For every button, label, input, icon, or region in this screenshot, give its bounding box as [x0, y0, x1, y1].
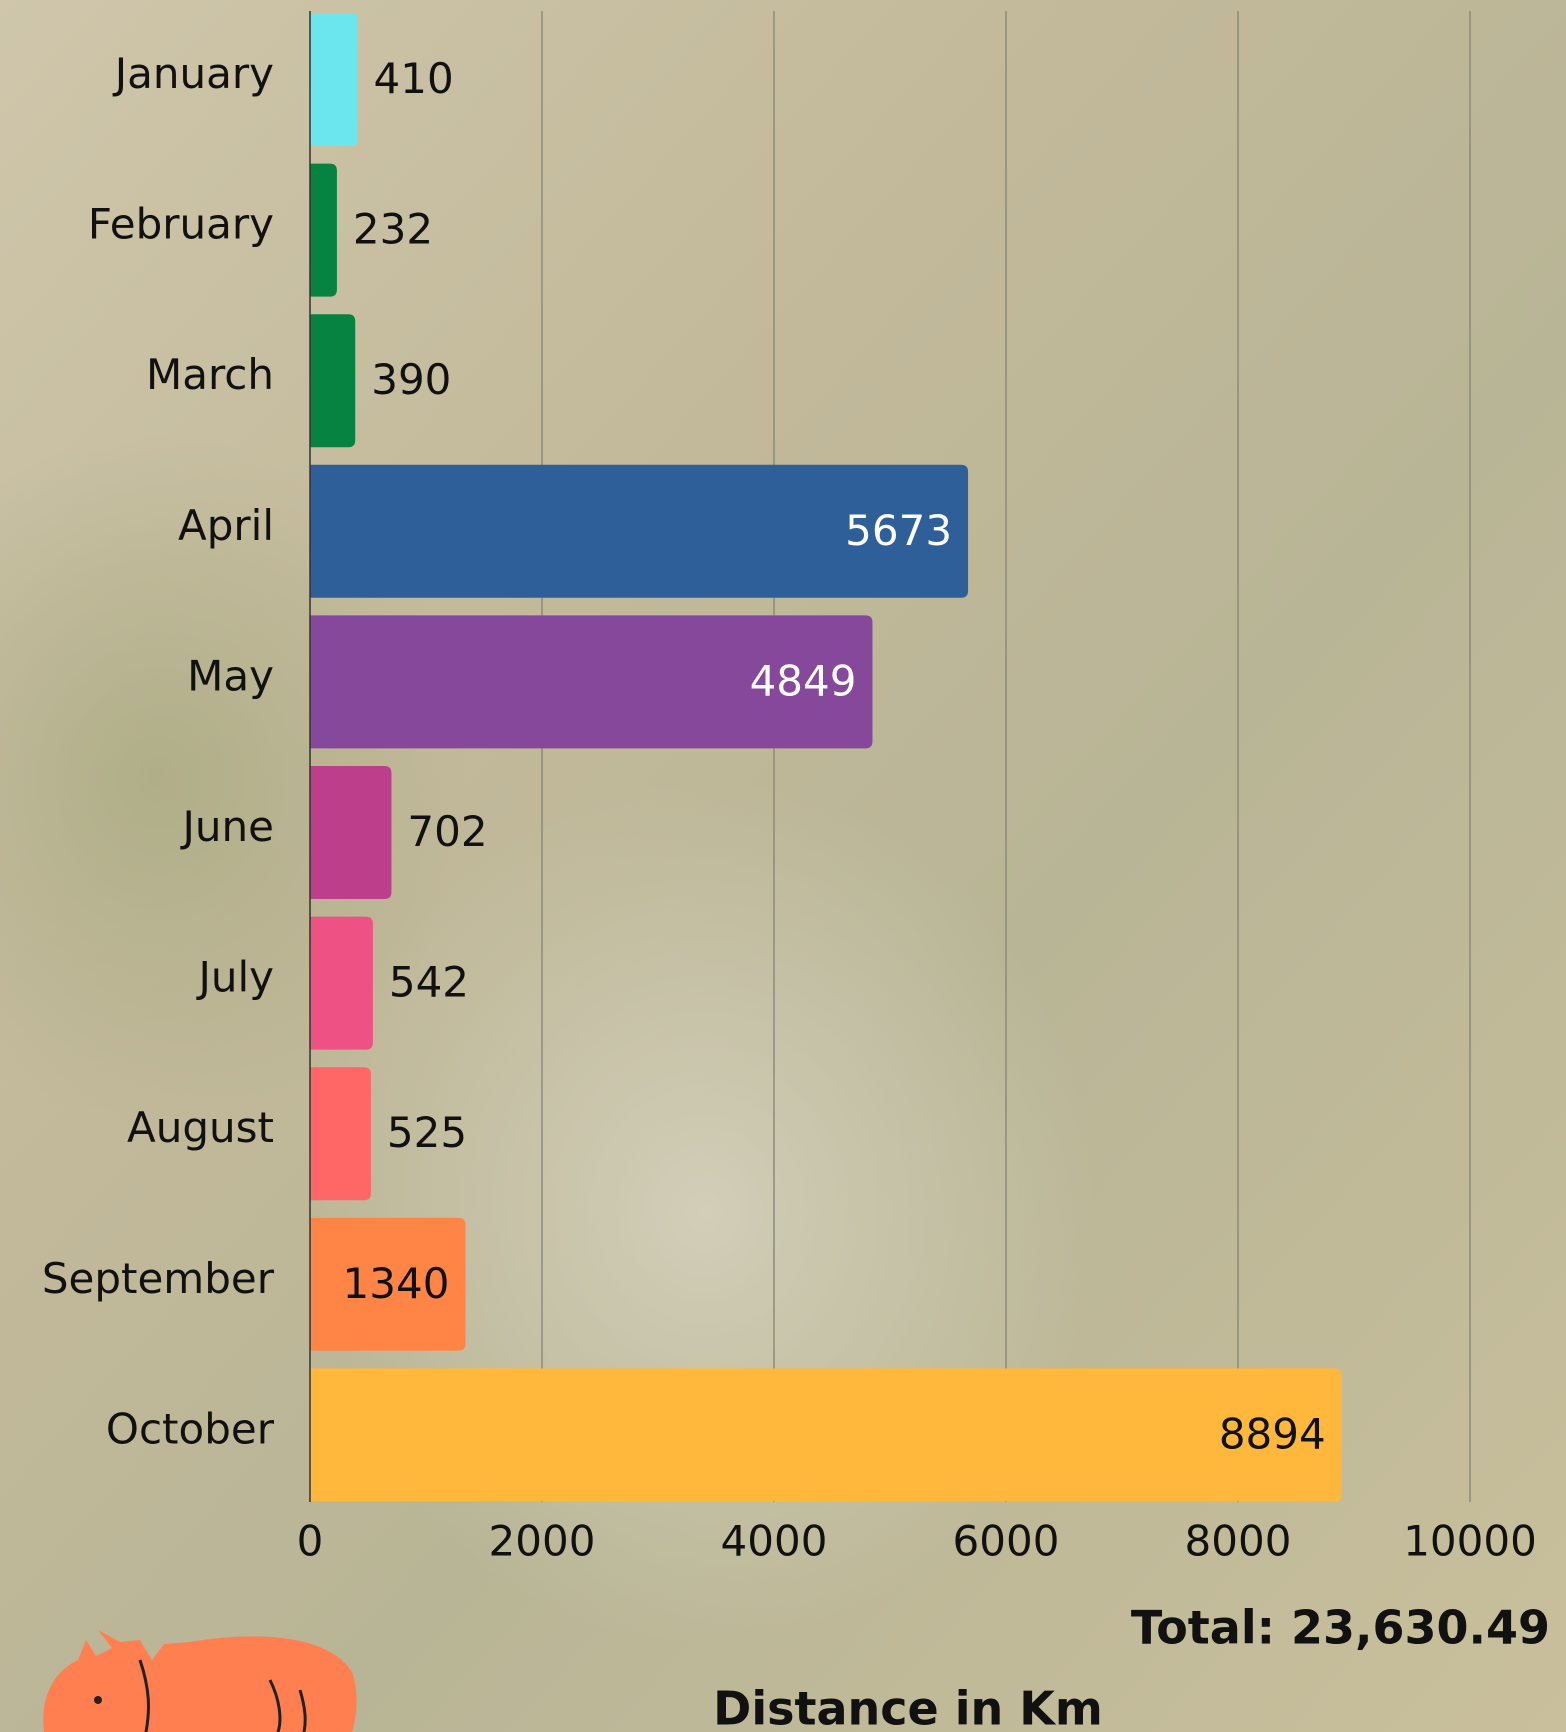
y-tick-label: June	[180, 802, 274, 851]
bar	[310, 13, 358, 146]
y-tick-label: August	[127, 1103, 274, 1152]
value-label: 410	[374, 54, 454, 103]
value-label: 1340	[343, 1259, 450, 1308]
y-tick-label: May	[187, 651, 274, 700]
x-tick-label: 0	[297, 1517, 324, 1566]
x-axis-label: Distance in Km	[713, 1682, 1103, 1732]
y-tick-label: January	[112, 49, 274, 98]
y-tick-label: February	[88, 200, 274, 249]
chart: Total: 23,630.49 Distance in Km 0 2000 400…	[0, 0, 1566, 1732]
bar	[310, 314, 355, 447]
x-tick-label: 4000	[721, 1517, 828, 1566]
value-label: 5673	[845, 506, 952, 555]
value-label: 390	[371, 355, 451, 404]
value-label: 525	[387, 1108, 467, 1157]
y-tick-label: July	[195, 953, 274, 1002]
total-annotation: Total: 23,630.49	[1131, 1601, 1550, 1655]
x-tick-label: 10000	[1403, 1517, 1537, 1566]
value-label: 702	[407, 807, 487, 856]
x-tick-label: 2000	[489, 1517, 596, 1566]
bar	[310, 766, 391, 899]
value-label: 232	[353, 205, 433, 254]
x-tick-label: 6000	[953, 1517, 1060, 1566]
bar	[310, 1368, 1342, 1501]
y-tick-label: October	[106, 1404, 275, 1453]
value-label: 8894	[1219, 1409, 1326, 1458]
y-tick-label: September	[42, 1254, 275, 1303]
bar	[310, 164, 337, 297]
bar	[310, 1067, 371, 1200]
x-tick-label: 8000	[1185, 1517, 1292, 1566]
bar	[310, 917, 373, 1050]
value-label: 4849	[750, 656, 857, 705]
y-tick-label: March	[146, 350, 274, 399]
value-label: 542	[389, 958, 469, 1007]
y-tick-label: April	[178, 501, 274, 550]
